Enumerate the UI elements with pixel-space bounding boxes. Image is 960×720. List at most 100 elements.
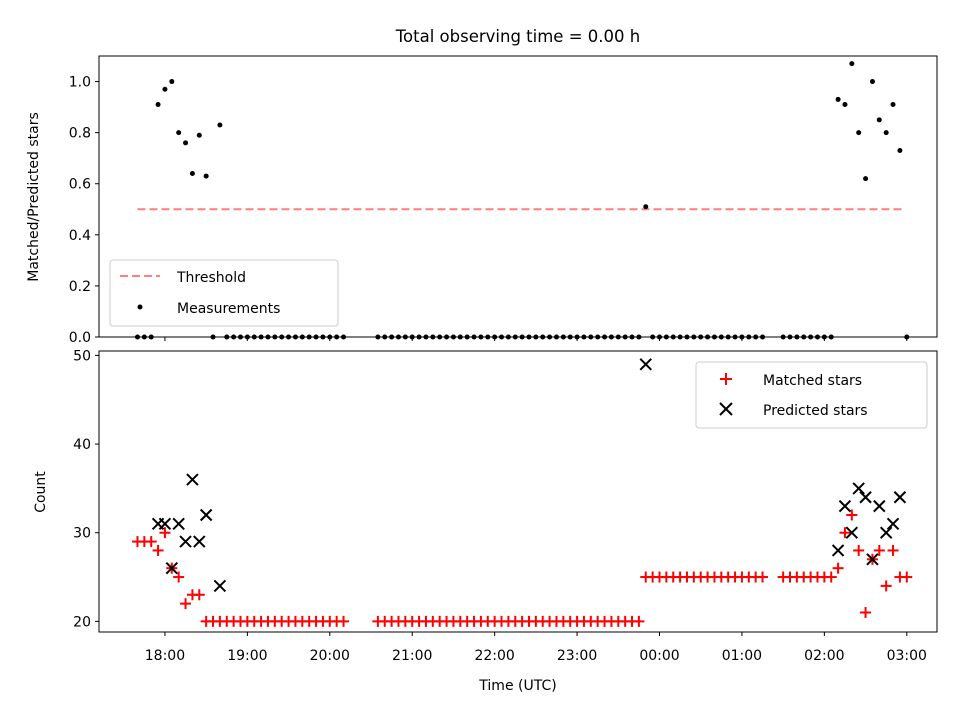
measurement-point <box>457 334 463 340</box>
matched-point <box>853 544 865 556</box>
predicted-point <box>213 579 227 593</box>
count-x-tick-label: 00:00 <box>639 648 679 664</box>
measurement-point <box>670 334 676 340</box>
count-legend-box <box>695 361 928 429</box>
measurement-point <box>183 140 189 146</box>
measurement-point <box>478 334 484 340</box>
ratio-y-tick-label: 0.2 <box>69 279 91 295</box>
measurement-point <box>677 334 683 340</box>
matched-point <box>825 571 837 583</box>
count-x-tick-label: 20:00 <box>310 648 350 664</box>
predicted-point <box>845 526 859 539</box>
matched-point <box>180 598 192 610</box>
measurement-point <box>444 334 450 340</box>
measurement-point <box>883 130 889 136</box>
measurement-point <box>279 334 285 340</box>
measurement-point <box>341 334 347 340</box>
measurement-point <box>890 102 896 108</box>
ratio-y-tick-label: 0.0 <box>69 330 91 346</box>
measurement-point <box>189 171 195 177</box>
matched-legend-label: Matched stars <box>763 373 862 389</box>
predicted-legend-label: Predicted stars <box>763 403 868 419</box>
measurement-point <box>162 86 168 92</box>
measurement-point <box>272 334 278 340</box>
measurement-point <box>814 334 820 340</box>
measurement-point <box>560 334 566 340</box>
measurement-point <box>217 122 223 128</box>
measurement-point <box>684 334 690 340</box>
measurement-point <box>505 334 511 340</box>
measurement-point <box>760 334 766 340</box>
chart-title: Total observing time = 0.00 h <box>395 27 640 46</box>
matched-point <box>757 571 769 583</box>
measurement-point <box>176 130 182 136</box>
predicted-point <box>873 499 886 513</box>
measurement-point <box>148 334 154 340</box>
measurement-point <box>375 334 381 340</box>
measurement-point <box>602 334 608 340</box>
measurements-legend-marker <box>137 304 143 310</box>
matched-point <box>860 606 872 618</box>
measurement-point <box>856 130 862 136</box>
count-y-tick-label: 30 <box>73 526 91 542</box>
measurement-point <box>711 334 717 340</box>
predicted-point <box>852 482 865 495</box>
predicted-point <box>838 499 852 513</box>
matched-point <box>145 536 157 548</box>
measurement-point <box>650 334 656 340</box>
matched-point <box>832 562 844 574</box>
predicted-point <box>879 526 893 539</box>
predicted-point <box>639 358 652 371</box>
count-x-tick-label: 23:00 <box>557 648 597 664</box>
ratio-plot-frame <box>98 55 938 338</box>
measurement-point <box>636 334 642 340</box>
measurement-point <box>485 334 491 340</box>
measurement-point <box>265 334 271 340</box>
measurement-point <box>622 334 628 340</box>
count-plot-frame <box>98 350 938 633</box>
ratio-y-tick-label: 0.8 <box>69 126 91 142</box>
count-x-tick-label: 21:00 <box>392 648 432 664</box>
measurement-point <box>155 102 161 108</box>
measurement-point <box>746 334 752 340</box>
predicted-point <box>859 491 872 504</box>
measurement-point <box>691 334 697 340</box>
matched-legend-marker <box>720 373 732 385</box>
measurement-point <box>739 334 745 340</box>
measurement-point <box>409 334 415 340</box>
measurement-point <box>547 334 553 340</box>
measurement-point <box>437 334 443 340</box>
measurement-point <box>492 334 498 340</box>
measurement-point <box>849 61 855 67</box>
measurement-point <box>258 334 264 340</box>
measurement-point <box>196 132 202 138</box>
measurement-point <box>787 334 793 340</box>
measurement-point <box>512 334 518 340</box>
measurement-point <box>334 334 340 340</box>
threshold-legend-label: Threshold <box>176 270 246 286</box>
predicted-point <box>199 508 213 522</box>
count-x-tick-label: 18:00 <box>145 648 185 664</box>
count-x-tick-label: 01:00 <box>722 648 762 664</box>
count-y-tick-label: 50 <box>73 348 91 364</box>
measurement-point <box>725 334 731 340</box>
measurement-point <box>169 79 175 85</box>
measurement-point <box>395 334 401 340</box>
measurement-point <box>615 334 621 340</box>
predicted-point <box>866 553 879 566</box>
predicted-point <box>886 517 900 531</box>
measurement-point <box>828 334 834 340</box>
measurement-point <box>416 334 422 340</box>
matched-point <box>193 589 205 601</box>
measurement-point <box>286 334 292 340</box>
predicted-point <box>831 544 845 557</box>
measurement-point <box>876 117 882 123</box>
measurement-point <box>705 334 711 340</box>
measurement-point <box>210 334 216 340</box>
measurement-point <box>821 334 827 340</box>
matched-point <box>839 527 851 539</box>
count-x-tick-label: 19:00 <box>227 648 267 664</box>
measurement-point <box>499 334 505 340</box>
x-axis-label: Time (UTC) <box>478 678 556 694</box>
measurement-point <box>224 334 230 340</box>
